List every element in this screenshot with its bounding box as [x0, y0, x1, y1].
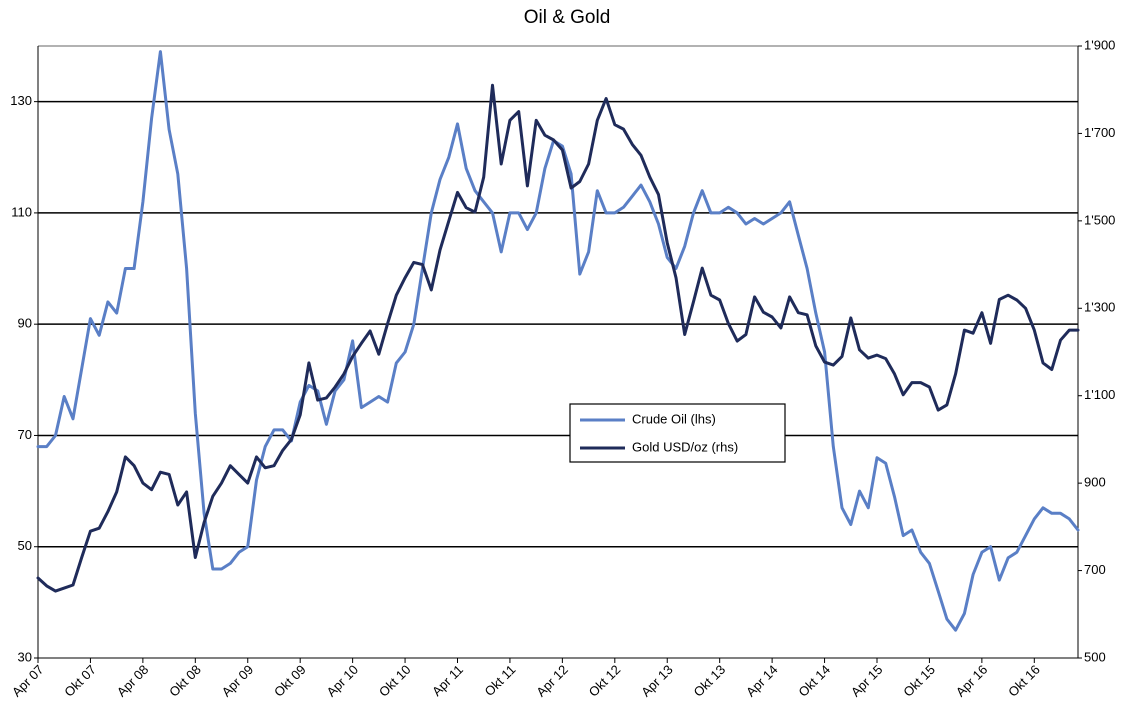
y2-tick-label: 1'100 — [1084, 387, 1115, 402]
y2-tick-label: 500 — [1084, 649, 1106, 664]
x-tick-label: Okt 14 — [795, 662, 833, 700]
y-tick-label: 130 — [10, 93, 32, 108]
y2-tick-label: 1'300 — [1084, 300, 1115, 315]
x-tick-label: Okt 10 — [376, 662, 414, 700]
x-tick-label: Okt 15 — [900, 662, 938, 700]
chart-title: Oil & Gold — [524, 7, 611, 28]
x-tick-label: Apr 11 — [429, 662, 466, 699]
y2-tick-label: 700 — [1084, 562, 1106, 577]
x-tick-label: Apr 14 — [743, 662, 781, 700]
x-tick-label: Okt 08 — [166, 662, 204, 700]
x-tick-label: Okt 13 — [691, 662, 729, 700]
x-tick-label: Okt 16 — [1005, 662, 1043, 700]
y2-tick-label: 1'700 — [1084, 125, 1115, 140]
y-tick-label: 110 — [11, 204, 32, 219]
x-tick-label: Apr 07 — [9, 662, 47, 700]
y-tick-label: 90 — [18, 316, 32, 331]
x-tick-label: Apr 13 — [638, 662, 676, 700]
series-line — [36, 83, 1080, 593]
y2-tick-label: 1'900 — [1084, 37, 1115, 52]
x-tick-label: Okt 07 — [61, 662, 99, 700]
y-tick-label: 70 — [18, 427, 32, 442]
x-tick-label: Apr 10 — [323, 662, 361, 700]
legend-label: Crude Oil (lhs) — [632, 411, 716, 426]
x-tick-label: Apr 16 — [953, 662, 991, 700]
y2-tick-label: 1'500 — [1084, 212, 1115, 227]
x-tick-label: Apr 09 — [219, 662, 257, 700]
legend-label: Gold USD/oz (rhs) — [632, 439, 738, 454]
y2-tick-label: 900 — [1084, 475, 1106, 490]
x-tick-label: Okt 09 — [271, 662, 309, 700]
y-tick-label: 30 — [18, 649, 32, 664]
x-tick-label: Apr 15 — [848, 662, 886, 700]
x-tick-label: Apr 08 — [114, 662, 152, 700]
x-tick-label: Okt 12 — [586, 662, 624, 700]
x-tick-label: Apr 12 — [533, 662, 571, 700]
x-tick-label: Okt 11 — [481, 662, 518, 699]
legend-box — [569, 403, 786, 463]
y-tick-label: 50 — [18, 538, 32, 553]
